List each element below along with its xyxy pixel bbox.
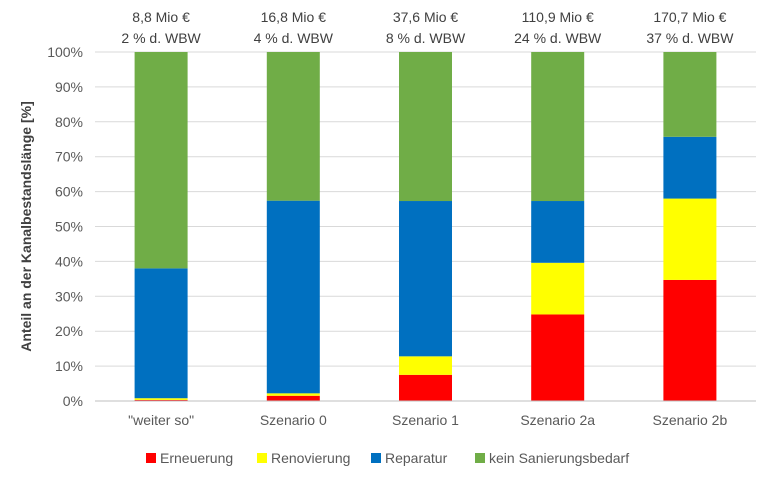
y-tick-label: 40% xyxy=(55,253,83,269)
legend-label: Reparatur xyxy=(385,450,448,466)
bar-segment xyxy=(134,268,188,399)
bar-segment xyxy=(531,314,585,401)
y-tick-label: 10% xyxy=(55,358,83,374)
cost-label: 170,7 Mio € xyxy=(653,9,726,25)
bar-segment xyxy=(134,399,188,401)
bar-segment xyxy=(531,52,585,202)
legend-label: Erneuerung xyxy=(160,450,233,466)
legend-swatch xyxy=(146,453,156,463)
legend-label: kein Sanierungsbedarf xyxy=(489,450,629,466)
labels: 8,8 Mio € 2 % d. WBW 16,8 Mio € 4 % d. WBW 3… xyxy=(121,9,734,46)
legend-swatch xyxy=(257,453,267,463)
legend: Erneuerung Renovierung Reparatur kein Sanie… xyxy=(146,450,629,466)
legend-label: Renovierung xyxy=(271,450,350,466)
bar-segment xyxy=(531,201,585,263)
y-tick-label: 20% xyxy=(55,323,83,339)
cost-label: 37,6 Mio € xyxy=(393,9,459,25)
y-axis-title: Anteil an der Kanalbestandslänge [%] xyxy=(18,101,34,352)
bar-segment xyxy=(134,398,188,400)
legend-swatch xyxy=(475,453,485,463)
bar-segment xyxy=(266,200,320,394)
y-tick-label: 100% xyxy=(47,44,83,60)
bar-segment xyxy=(531,262,585,315)
y-tick-label: 50% xyxy=(55,219,83,235)
cost-label: 110,9 Mio € xyxy=(522,9,594,25)
x-tick-label: Szenario 1 xyxy=(392,412,459,428)
bar-segment xyxy=(663,279,717,401)
share-label: 8 % d. WBW xyxy=(386,30,466,46)
bar-segment xyxy=(134,52,188,269)
x-tick-label: Szenario 0 xyxy=(260,412,327,428)
share-label: 24 % d. WBW xyxy=(514,30,602,46)
x-tick-label: Szenario 2b xyxy=(653,412,728,428)
x-tick-label: "weiter so" xyxy=(128,412,194,428)
y-tick-label: 60% xyxy=(55,184,83,200)
cost-label: 16,8 Mio € xyxy=(261,9,327,25)
x-tick-label: Szenario 2a xyxy=(520,412,595,428)
y-tick-label: 30% xyxy=(55,288,83,304)
share-label: 37 % d. WBW xyxy=(646,30,734,46)
y-tick-label: 80% xyxy=(55,114,83,130)
bar-segment xyxy=(399,356,452,375)
bar-segment xyxy=(266,395,320,401)
bar-segment xyxy=(663,52,717,137)
bar-segment xyxy=(399,201,452,357)
bar-segment xyxy=(399,52,452,202)
bar-segment xyxy=(663,198,717,280)
bar-segment xyxy=(399,374,452,401)
legend-swatch xyxy=(371,453,381,463)
y-tick-label: 0% xyxy=(63,393,83,409)
axes: 0% 10% 20% 30% 40% 50% 60% 70% 80% 90% 100% Anteil … xyxy=(18,44,756,428)
y-tick-label: 70% xyxy=(55,149,83,165)
bar-segment xyxy=(266,393,320,396)
share-label: 2 % d. WBW xyxy=(121,30,201,46)
bar-segment xyxy=(266,52,320,201)
y-tick-label: 90% xyxy=(55,79,83,95)
cost-label: 8,8 Mio € xyxy=(132,9,190,25)
share-label: 4 % d. WBW xyxy=(254,30,334,46)
bar-segment xyxy=(663,136,717,199)
bars xyxy=(134,52,717,401)
